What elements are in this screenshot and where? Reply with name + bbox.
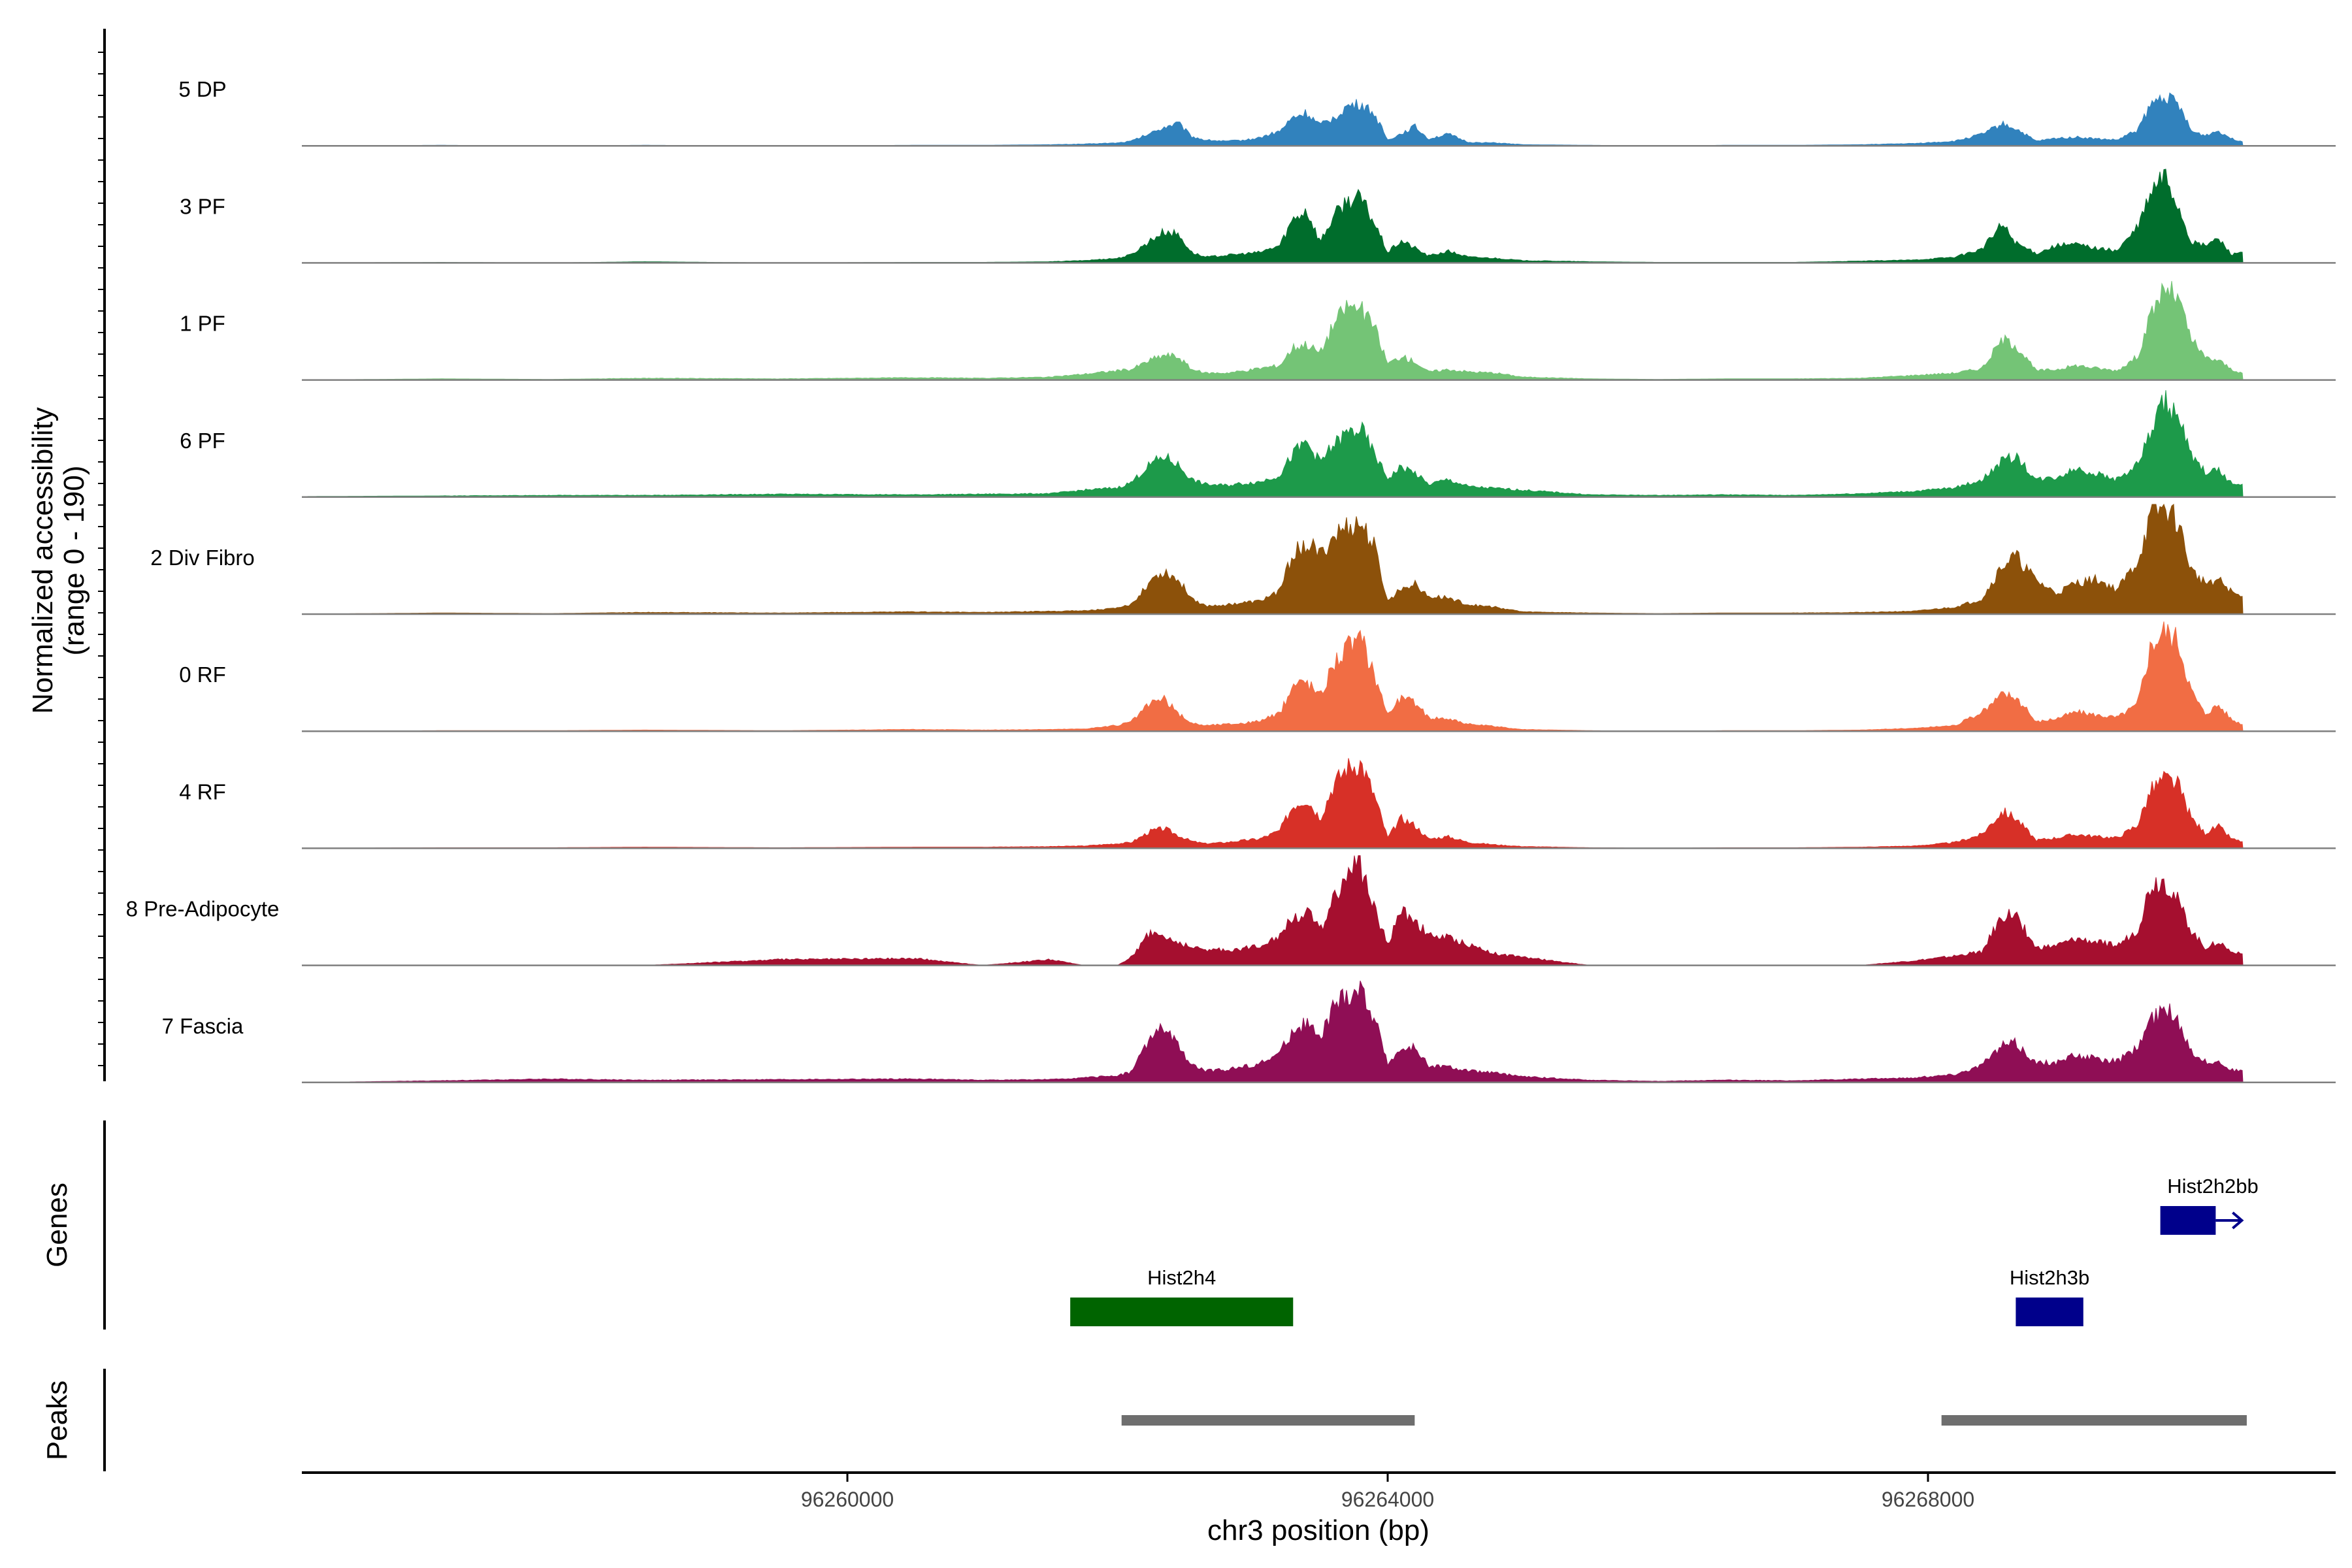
peak-bar	[1121, 1415, 1415, 1426]
track-8-pre-adipocyte: 8 Pre-Adipocyte	[126, 855, 2336, 966]
track-label: 3 PF	[180, 194, 225, 218]
coverage-y-axis-range: (range 0 - 190)	[58, 465, 90, 655]
genes-track: Hist2h4 Hist2h3b Hist2h2bb	[1070, 1175, 2259, 1326]
track-7-fascia: 7 Fascia	[162, 981, 2336, 1084]
track-3-pf: 3 PF	[180, 169, 2336, 264]
track-label: 4 RF	[179, 779, 226, 804]
coverage-area	[302, 169, 2244, 263]
track-5-dp: 5 DP	[178, 77, 2336, 147]
strand-arrow-icon	[2232, 1211, 2244, 1230]
gene-body	[1070, 1298, 1294, 1326]
track-label: 5 DP	[178, 77, 226, 101]
gene-body	[2160, 1206, 2216, 1235]
gene-hist2h3b: Hist2h3b	[2010, 1266, 2089, 1326]
gene-label: Hist2h4	[1147, 1266, 1216, 1289]
gene-hist2h4: Hist2h4	[1070, 1266, 1294, 1326]
x-tick-label: 96260000	[801, 1488, 894, 1511]
peaks-track	[1121, 1415, 2247, 1426]
coverage-area	[302, 503, 2244, 615]
coverage-area	[302, 981, 2244, 1083]
x-axis-title: chr3 position (bp)	[1207, 1514, 1429, 1546]
track-label: 2 Div Fibro	[150, 546, 255, 570]
track-label: 8 Pre-Adipocyte	[126, 897, 280, 921]
coverage-area	[302, 855, 2244, 966]
track-2-div-fibro: 2 Div Fibro	[150, 503, 2336, 615]
gene-label: Hist2h3b	[2010, 1266, 2089, 1289]
gene-hist2h2bb: Hist2h2bb	[2160, 1175, 2259, 1235]
coverage-area	[302, 92, 2244, 146]
coverage-area	[302, 621, 2244, 732]
gene-label: Hist2h2bb	[2167, 1175, 2259, 1198]
coverage-y-axis-ticks	[98, 52, 105, 1066]
track-label: 1 PF	[180, 312, 225, 336]
track-label: 7 Fascia	[162, 1014, 244, 1038]
peak-bar	[1941, 1415, 2247, 1426]
track-label: 0 RF	[179, 662, 226, 687]
peaks-panel-title: Peaks	[41, 1380, 73, 1460]
track-label: 6 PF	[180, 429, 225, 453]
coverage-y-axis-title: Normalized accessibility	[27, 407, 59, 713]
track-6-pf: 6 PF	[180, 390, 2336, 498]
x-axis-ticks: 96260000 96264000 96268000	[801, 1473, 1974, 1511]
track-1-pf: 1 PF	[180, 281, 2336, 381]
coverage-area	[302, 758, 2244, 849]
coverage-area	[302, 390, 2244, 498]
x-tick-label: 96264000	[1341, 1488, 1434, 1511]
x-tick-label: 96268000	[1882, 1488, 1974, 1511]
gene-body	[2016, 1298, 2083, 1326]
coverage-area	[302, 281, 2244, 381]
track-4-rf: 4 RF	[179, 758, 2336, 849]
genes-panel-title: Genes	[41, 1183, 73, 1267]
track-0-rf: 0 RF	[179, 621, 2336, 732]
coverage-tracks: 5 DP 3 PF 1 PF 6 PF 2 Div Fibro 0 RF 4 RF 8 Pre…	[126, 77, 2336, 1084]
